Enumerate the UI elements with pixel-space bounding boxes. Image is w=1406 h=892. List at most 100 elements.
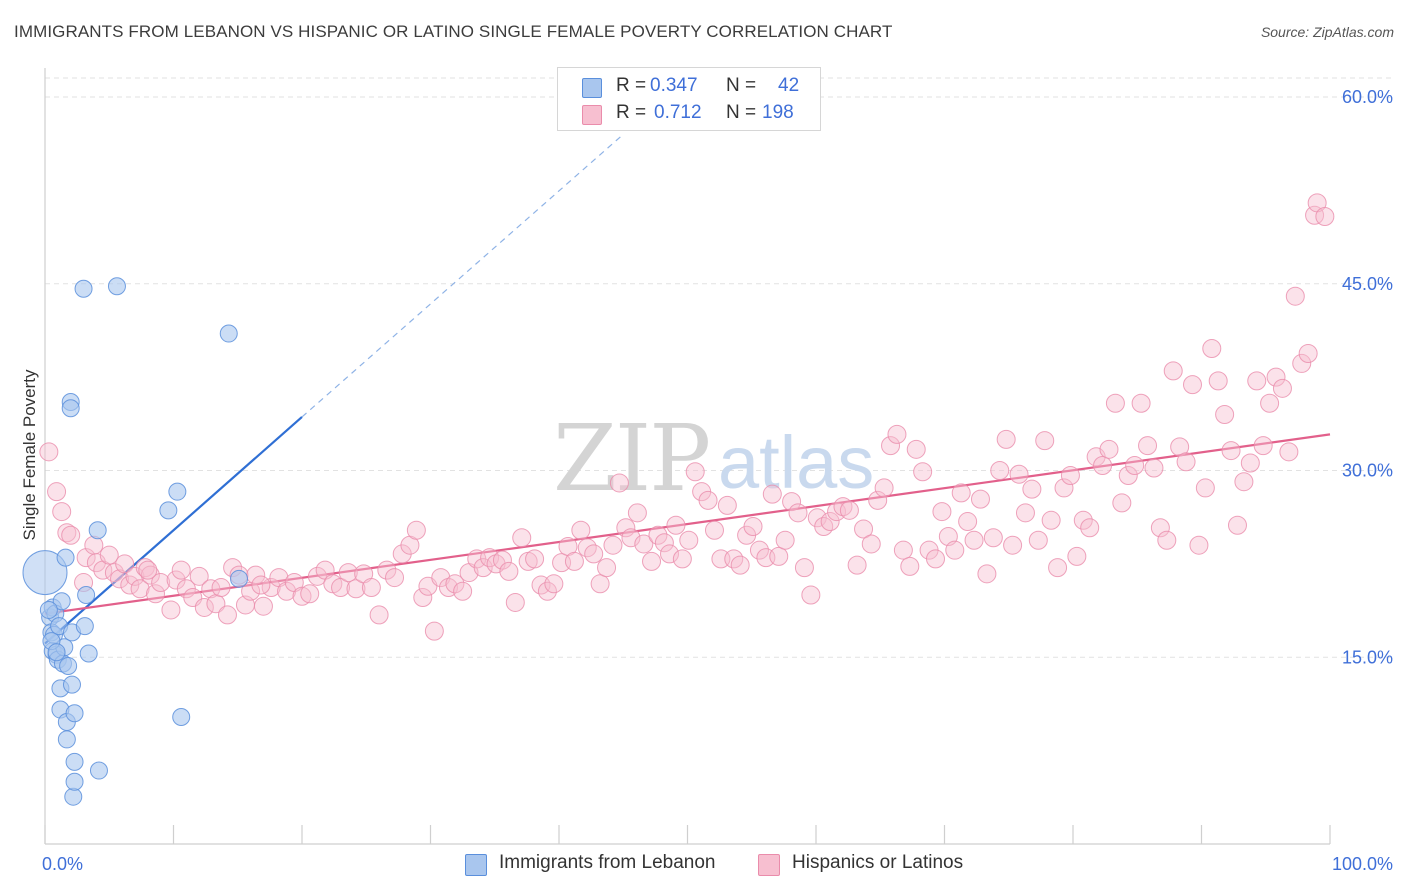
hispanic-point bbox=[110, 569, 130, 589]
hispanic-point bbox=[1195, 478, 1215, 498]
lebanon-point bbox=[61, 399, 80, 418]
hispanic-point bbox=[1022, 479, 1042, 499]
hispanic-point bbox=[1105, 393, 1125, 413]
hispanic-point bbox=[996, 429, 1016, 449]
hispanic-point bbox=[171, 560, 191, 580]
hispanic-point bbox=[788, 503, 808, 523]
hispanic-point bbox=[492, 550, 512, 570]
y-tick-label: 60.0% bbox=[1342, 87, 1393, 107]
hispanic-point bbox=[140, 565, 160, 585]
hispanic-point bbox=[1279, 442, 1299, 462]
hispanic-point bbox=[1073, 510, 1093, 530]
watermark-atlas: atlas bbox=[718, 421, 874, 504]
legend-n-value-lebanon: 42 bbox=[778, 75, 800, 96]
hispanic-point bbox=[499, 561, 519, 581]
hispanic-point bbox=[1208, 371, 1228, 391]
hispanic-point bbox=[1041, 510, 1061, 530]
chart-title: IMMIGRANTS FROM LEBANON VS HISPANIC OR L… bbox=[14, 22, 893, 41]
hispanic-point bbox=[1298, 343, 1318, 363]
hispanic-point bbox=[1138, 436, 1158, 456]
lebanon-point bbox=[89, 761, 108, 780]
hispanic-point bbox=[609, 473, 629, 493]
hispanic-point bbox=[201, 579, 221, 599]
hispanic-point bbox=[861, 534, 881, 554]
trend-line-lebanon bbox=[44, 416, 303, 645]
hispanic-point bbox=[1099, 439, 1119, 459]
legend-n-label: N = bbox=[726, 75, 757, 96]
watermark: ZIP atlas bbox=[553, 405, 874, 512]
hispanic-point bbox=[1067, 546, 1087, 566]
hispanic-point bbox=[814, 517, 834, 537]
legend-r-label: R = bbox=[616, 102, 647, 123]
hispanic-point bbox=[603, 535, 623, 555]
hispanic-point bbox=[958, 512, 978, 532]
lebanon-point bbox=[88, 521, 107, 540]
hispanic-point bbox=[406, 520, 426, 540]
hispanic-point bbox=[99, 545, 119, 565]
hispanic-point bbox=[801, 585, 821, 605]
hispanic-point bbox=[874, 478, 894, 498]
hispanic-point bbox=[868, 490, 888, 510]
hispanic-point bbox=[932, 502, 952, 522]
hispanic-point bbox=[211, 578, 231, 598]
hispanic-point bbox=[189, 566, 209, 586]
hispanic-point bbox=[685, 462, 705, 482]
hispanic-point bbox=[881, 436, 901, 456]
hispanic-point bbox=[1183, 375, 1203, 395]
lebanon-point bbox=[22, 550, 68, 596]
hispanic-point bbox=[151, 573, 171, 593]
lebanon-point bbox=[74, 279, 93, 298]
hispanic-point bbox=[698, 490, 718, 510]
hispanic-point bbox=[666, 515, 686, 535]
hispanic-point bbox=[47, 482, 67, 502]
hispanic-point bbox=[217, 605, 237, 625]
hispanic-point bbox=[1221, 441, 1241, 461]
hispanic-point bbox=[1112, 493, 1132, 513]
hispanic-point bbox=[627, 503, 647, 523]
hispanic-point bbox=[369, 605, 389, 625]
hispanic-point bbox=[544, 574, 564, 594]
hispanic-point bbox=[654, 533, 674, 553]
lebanon-point bbox=[65, 704, 84, 723]
tick-labels: 15.0% 30.0% 45.0% 60.0% 0.0% 100.0% bbox=[42, 87, 1393, 874]
hispanic-point bbox=[1272, 378, 1292, 398]
hispanic-point bbox=[377, 560, 397, 580]
lebanon-point bbox=[230, 569, 249, 588]
hispanic-point bbox=[983, 528, 1003, 548]
hispanic-point bbox=[900, 556, 920, 576]
hispanic-point bbox=[1266, 367, 1286, 387]
lebanon-point bbox=[77, 586, 96, 604]
bottom-legend-swatch-hispanic bbox=[758, 854, 780, 876]
y-tick-label: 15.0% bbox=[1342, 647, 1393, 667]
points-lebanon bbox=[22, 277, 249, 806]
legend-r-label: R = bbox=[616, 75, 647, 96]
hispanic-point bbox=[1157, 530, 1177, 550]
hispanic-point bbox=[1028, 530, 1048, 550]
y-tick-label: 45.0% bbox=[1342, 274, 1393, 294]
hispanic-point bbox=[1131, 393, 1151, 413]
hispanic-point bbox=[161, 600, 181, 620]
hispanic-point bbox=[749, 540, 769, 560]
bottom-legend-swatch-lebanon bbox=[465, 854, 487, 876]
legend-n-value-hispanic: 198 bbox=[762, 102, 794, 123]
hispanic-point bbox=[1054, 478, 1074, 498]
hispanic-point bbox=[1215, 404, 1235, 424]
hispanic-point bbox=[1305, 205, 1325, 225]
lebanon-point bbox=[59, 656, 78, 675]
hispanic-point bbox=[300, 584, 320, 604]
hispanic-point bbox=[39, 442, 59, 462]
hispanic-point bbox=[138, 560, 158, 580]
hispanic-point bbox=[361, 578, 381, 598]
hispanic-point bbox=[672, 549, 692, 569]
hispanic-point bbox=[1009, 464, 1029, 484]
hispanic-point bbox=[945, 540, 965, 560]
hispanic-point bbox=[590, 574, 610, 594]
hispanic-point bbox=[782, 492, 802, 512]
hispanic-point bbox=[473, 558, 493, 578]
hispanic-point bbox=[634, 534, 654, 554]
hispanic-point bbox=[1285, 286, 1305, 306]
hispanic-point bbox=[584, 544, 604, 564]
hispanic-point bbox=[964, 530, 984, 550]
hispanic-point bbox=[762, 484, 782, 504]
hispanic-point bbox=[833, 497, 853, 517]
